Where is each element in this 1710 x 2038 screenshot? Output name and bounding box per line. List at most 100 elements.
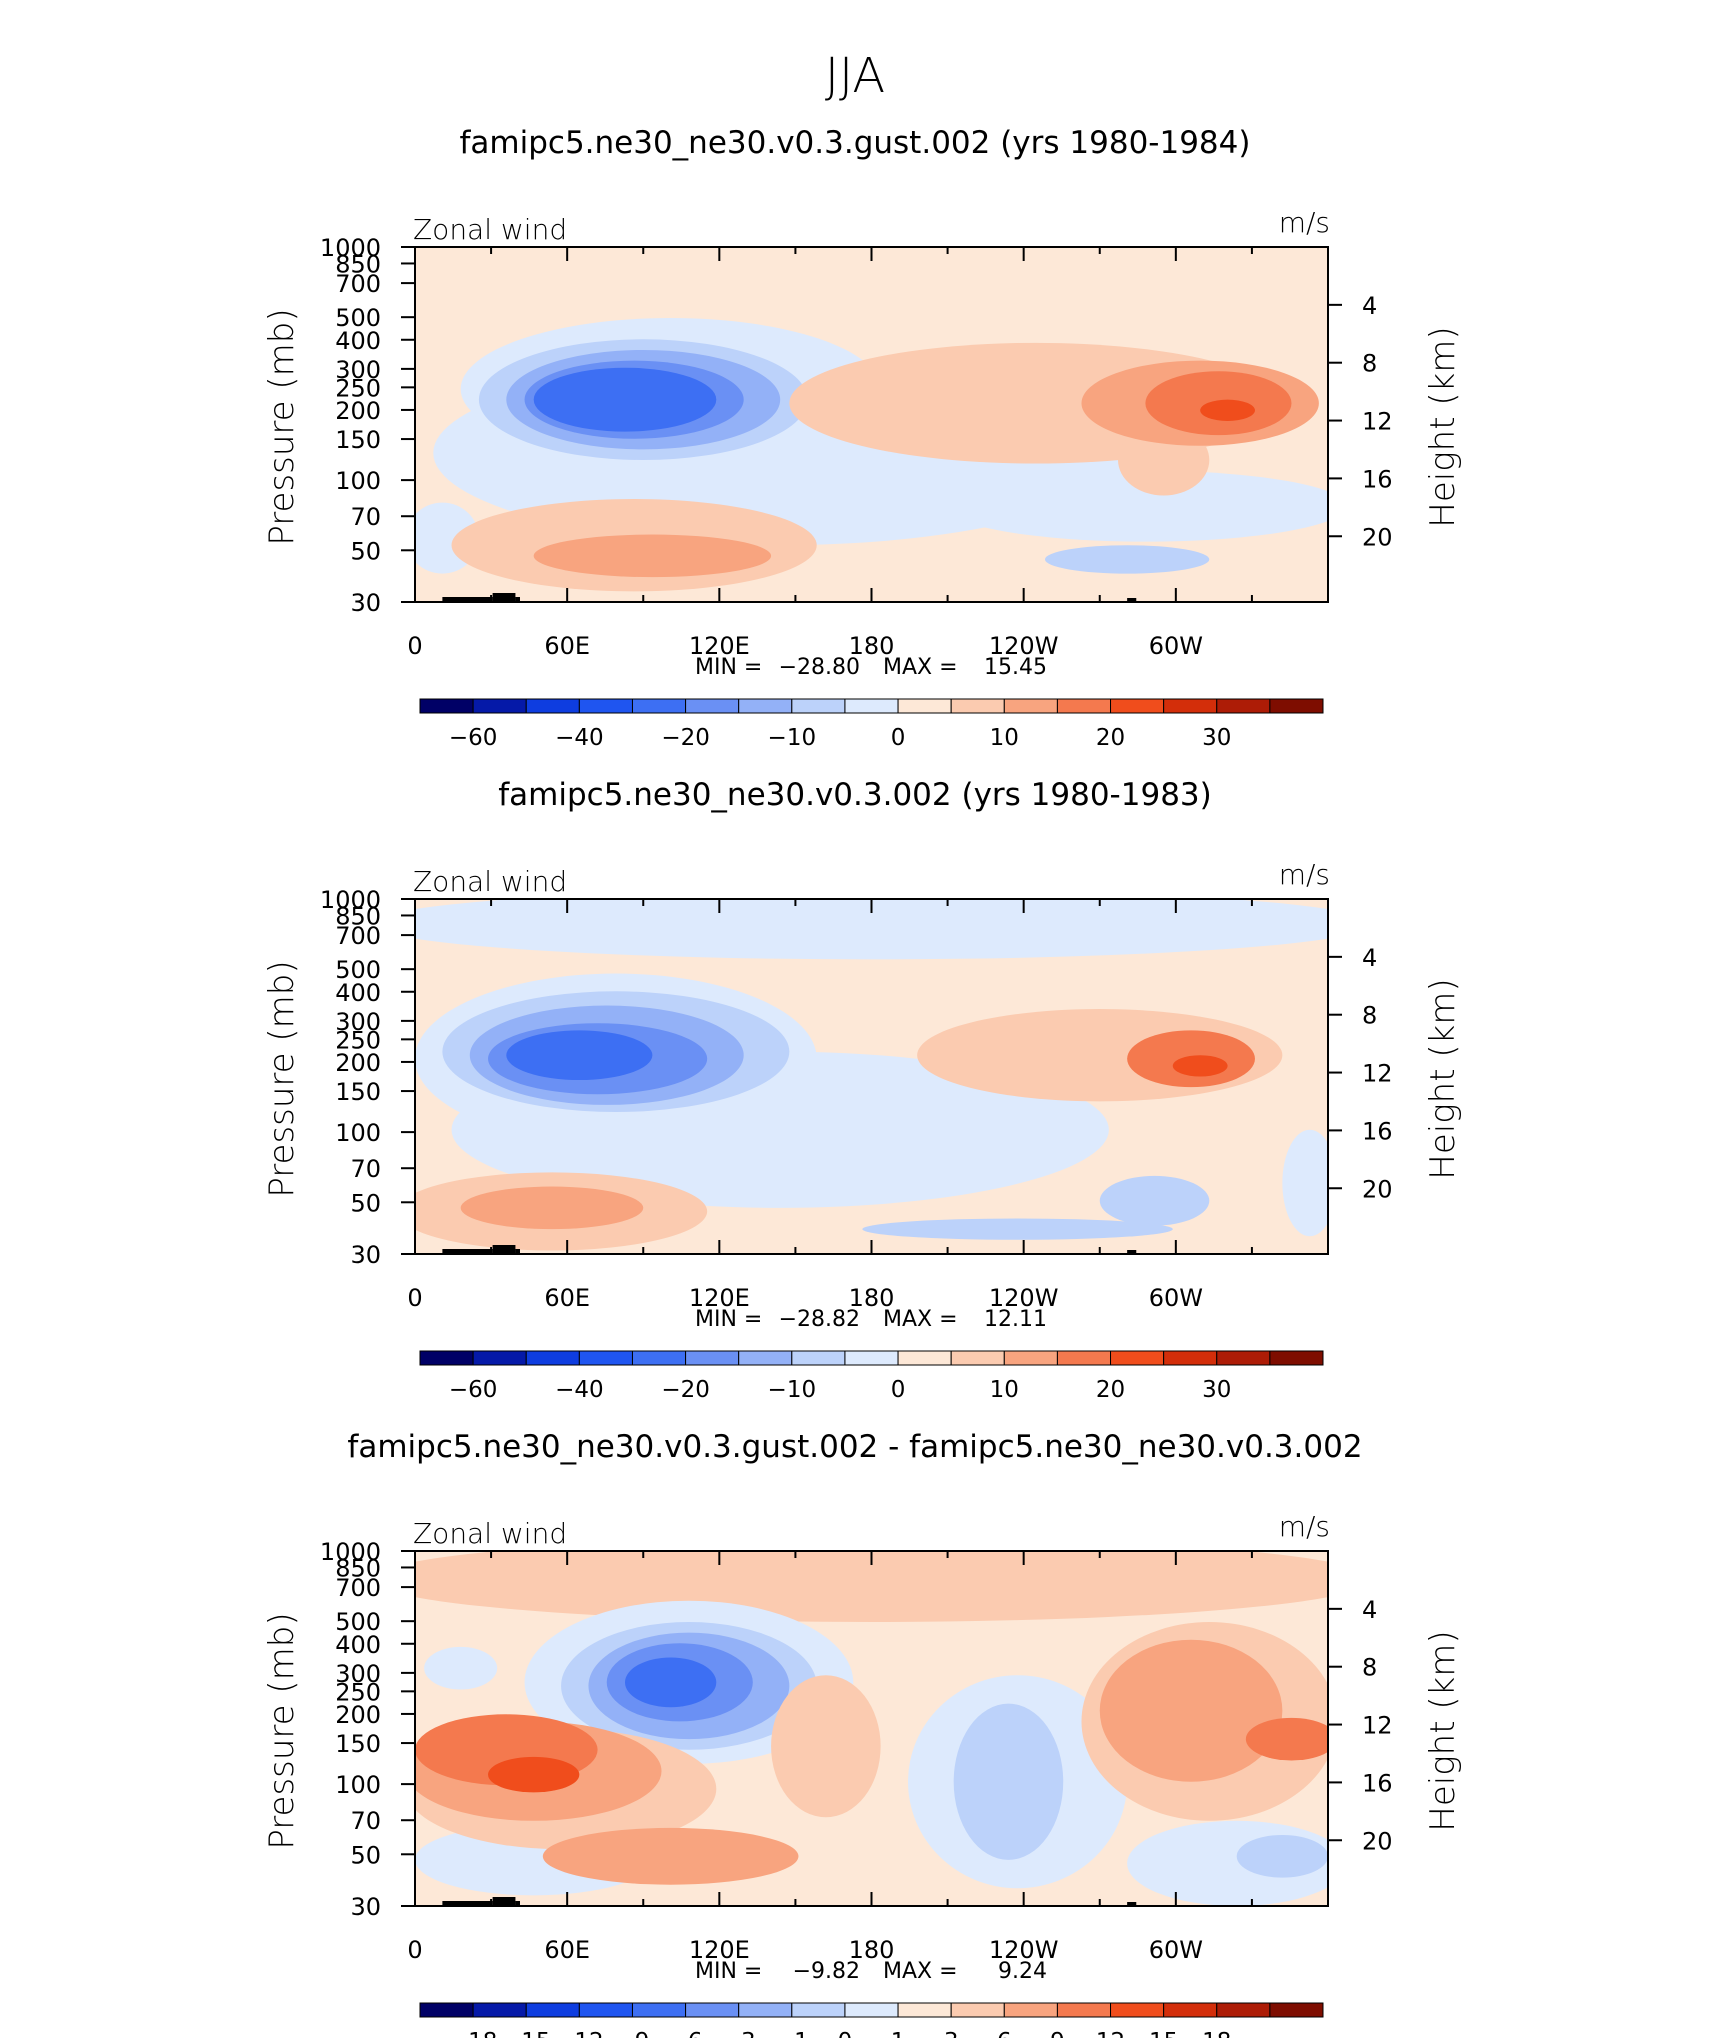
topography	[442, 1249, 493, 1254]
contour-region	[953, 1703, 1064, 1860]
units-label: m/s	[1279, 206, 1330, 239]
y-tick-label: 1000	[320, 234, 381, 262]
colorbar-label: 1	[891, 2029, 906, 2038]
x-tick-label: 60E	[544, 1284, 590, 1312]
colorbar-box	[1163, 1350, 1218, 1366]
colorbar-label: −15	[502, 2029, 551, 2038]
contour-region	[1245, 1717, 1328, 1761]
y2-tick-label: 8	[1362, 1002, 1377, 1030]
y2-tick-label: 4	[1362, 1596, 1377, 1624]
x-tick-label: 60W	[1149, 1936, 1203, 1964]
colorbar-box	[738, 698, 793, 714]
colorbar-box	[525, 1350, 580, 1366]
y-tick-label: 200	[335, 1049, 381, 1077]
y-tick-label: 1000	[320, 1538, 381, 1566]
topography	[492, 1897, 516, 1906]
topography	[492, 1245, 516, 1254]
colorbar-box	[1269, 2002, 1324, 2018]
y-tick-label: 300	[335, 356, 381, 384]
contour-field	[415, 899, 1328, 1254]
y-axis-title: Pressure (mb)	[262, 1612, 302, 1849]
min-label: MIN =	[695, 655, 762, 680]
topography	[442, 597, 493, 602]
colorbar-label: 12	[1096, 2029, 1125, 2038]
contour-region	[944, 470, 1328, 542]
colorbar-box	[950, 698, 1005, 714]
y-tick-label: 70	[350, 1155, 381, 1183]
min-value: −28.80	[779, 655, 860, 680]
colorbar: −60 −40 −20 −10 0 10 20 30	[419, 1350, 1324, 1403]
chart-panel-1: famipc5.ne30_ne30.v0.3.gust.002 (yrs 198…	[262, 125, 1463, 751]
colorbar-box	[685, 1350, 740, 1366]
y-axis-title: Pressure (mb)	[262, 308, 302, 545]
topography	[442, 1901, 493, 1906]
colorbar-label: 6	[997, 2029, 1012, 2038]
x-tick-label: 0	[407, 1936, 422, 1964]
contour-region	[1200, 399, 1255, 421]
colorbar-box	[1110, 2002, 1165, 2018]
y-tick-label: 500	[335, 1608, 381, 1636]
y2-tick-label: 20	[1362, 1175, 1393, 1203]
x-tick-label: 120E	[689, 1936, 750, 1964]
colorbar-box	[1269, 698, 1324, 714]
variable-label: Zonal wind	[413, 213, 567, 246]
max-value: 9.24	[998, 1959, 1047, 1984]
colorbar-box	[1110, 698, 1165, 714]
colorbar-label: −60	[449, 725, 498, 751]
colorbar-box	[897, 2002, 952, 2018]
max-label: MAX =	[883, 1307, 958, 1332]
colorbar-box	[844, 2002, 899, 2018]
contour-region	[488, 1756, 580, 1793]
y-tick-label: 300	[335, 1008, 381, 1036]
contour-region	[460, 1186, 644, 1230]
contour-region	[1044, 545, 1210, 574]
chart-panel-2: famipc5.ne30_ne30.v0.3.002 (yrs 1980-198…	[262, 777, 1463, 1403]
contour-region	[1236, 1835, 1328, 1878]
topography	[515, 1249, 520, 1254]
colorbar-label: 10	[990, 1377, 1019, 1403]
units-label: m/s	[1279, 1510, 1330, 1543]
colorbar-label: 20	[1096, 725, 1125, 751]
colorbar-box	[472, 2002, 527, 2018]
colorbar-label: −60	[449, 1377, 498, 1403]
max-label: MAX =	[883, 1959, 958, 1984]
y-tick-label: 30	[350, 1893, 381, 1921]
y-tick-label: 200	[335, 397, 381, 425]
colorbar: −60 −40 −20 −10 0 10 20 30	[419, 698, 1324, 751]
colorbar-box	[1216, 2002, 1271, 2018]
panel-title: famipc5.ne30_ne30.v0.3.002 (yrs 1980-198…	[498, 777, 1211, 813]
colorbar-label: 18	[1202, 2029, 1231, 2038]
y-tick-label: 500	[335, 304, 381, 332]
colorbar-box	[1163, 698, 1218, 714]
colorbar-box	[419, 698, 474, 714]
colorbar-box	[1056, 1350, 1112, 1366]
colorbar-box	[631, 1350, 687, 1366]
colorbar-box	[897, 698, 952, 714]
y2-axis-title: Height (km)	[1423, 326, 1463, 527]
topography	[515, 1901, 520, 1906]
x-tick-label: 0	[407, 632, 422, 660]
y-tick-label: 250	[335, 1026, 381, 1054]
colorbar-box	[419, 2002, 474, 2018]
y-tick-label: 150	[335, 1078, 381, 1106]
y2-tick-label: 8	[1362, 1654, 1377, 1682]
contour-region	[424, 1646, 498, 1690]
y-tick-label: 150	[335, 426, 381, 454]
x-tick-label: 60W	[1149, 632, 1203, 660]
min-value: −28.82	[779, 1307, 860, 1332]
y-tick-label: 400	[335, 1631, 381, 1659]
topography	[492, 593, 516, 602]
contour-region	[1282, 1129, 1328, 1237]
y2-tick-label: 12	[1362, 408, 1393, 436]
colorbar-label: −3	[722, 2029, 756, 2038]
x-tick-label: 60E	[544, 1936, 590, 1964]
colorbar-box	[525, 2002, 580, 2018]
colorbar-box	[791, 2002, 846, 2018]
y2-tick-label: 4	[1362, 292, 1377, 320]
colorbar-label: −6	[669, 2029, 703, 2038]
x-tick-label: 180	[849, 632, 895, 660]
y-tick-label: 500	[335, 956, 381, 984]
y2-tick-label: 16	[1362, 465, 1393, 493]
contour-region	[533, 534, 772, 578]
y-tick-label: 700	[335, 270, 381, 298]
